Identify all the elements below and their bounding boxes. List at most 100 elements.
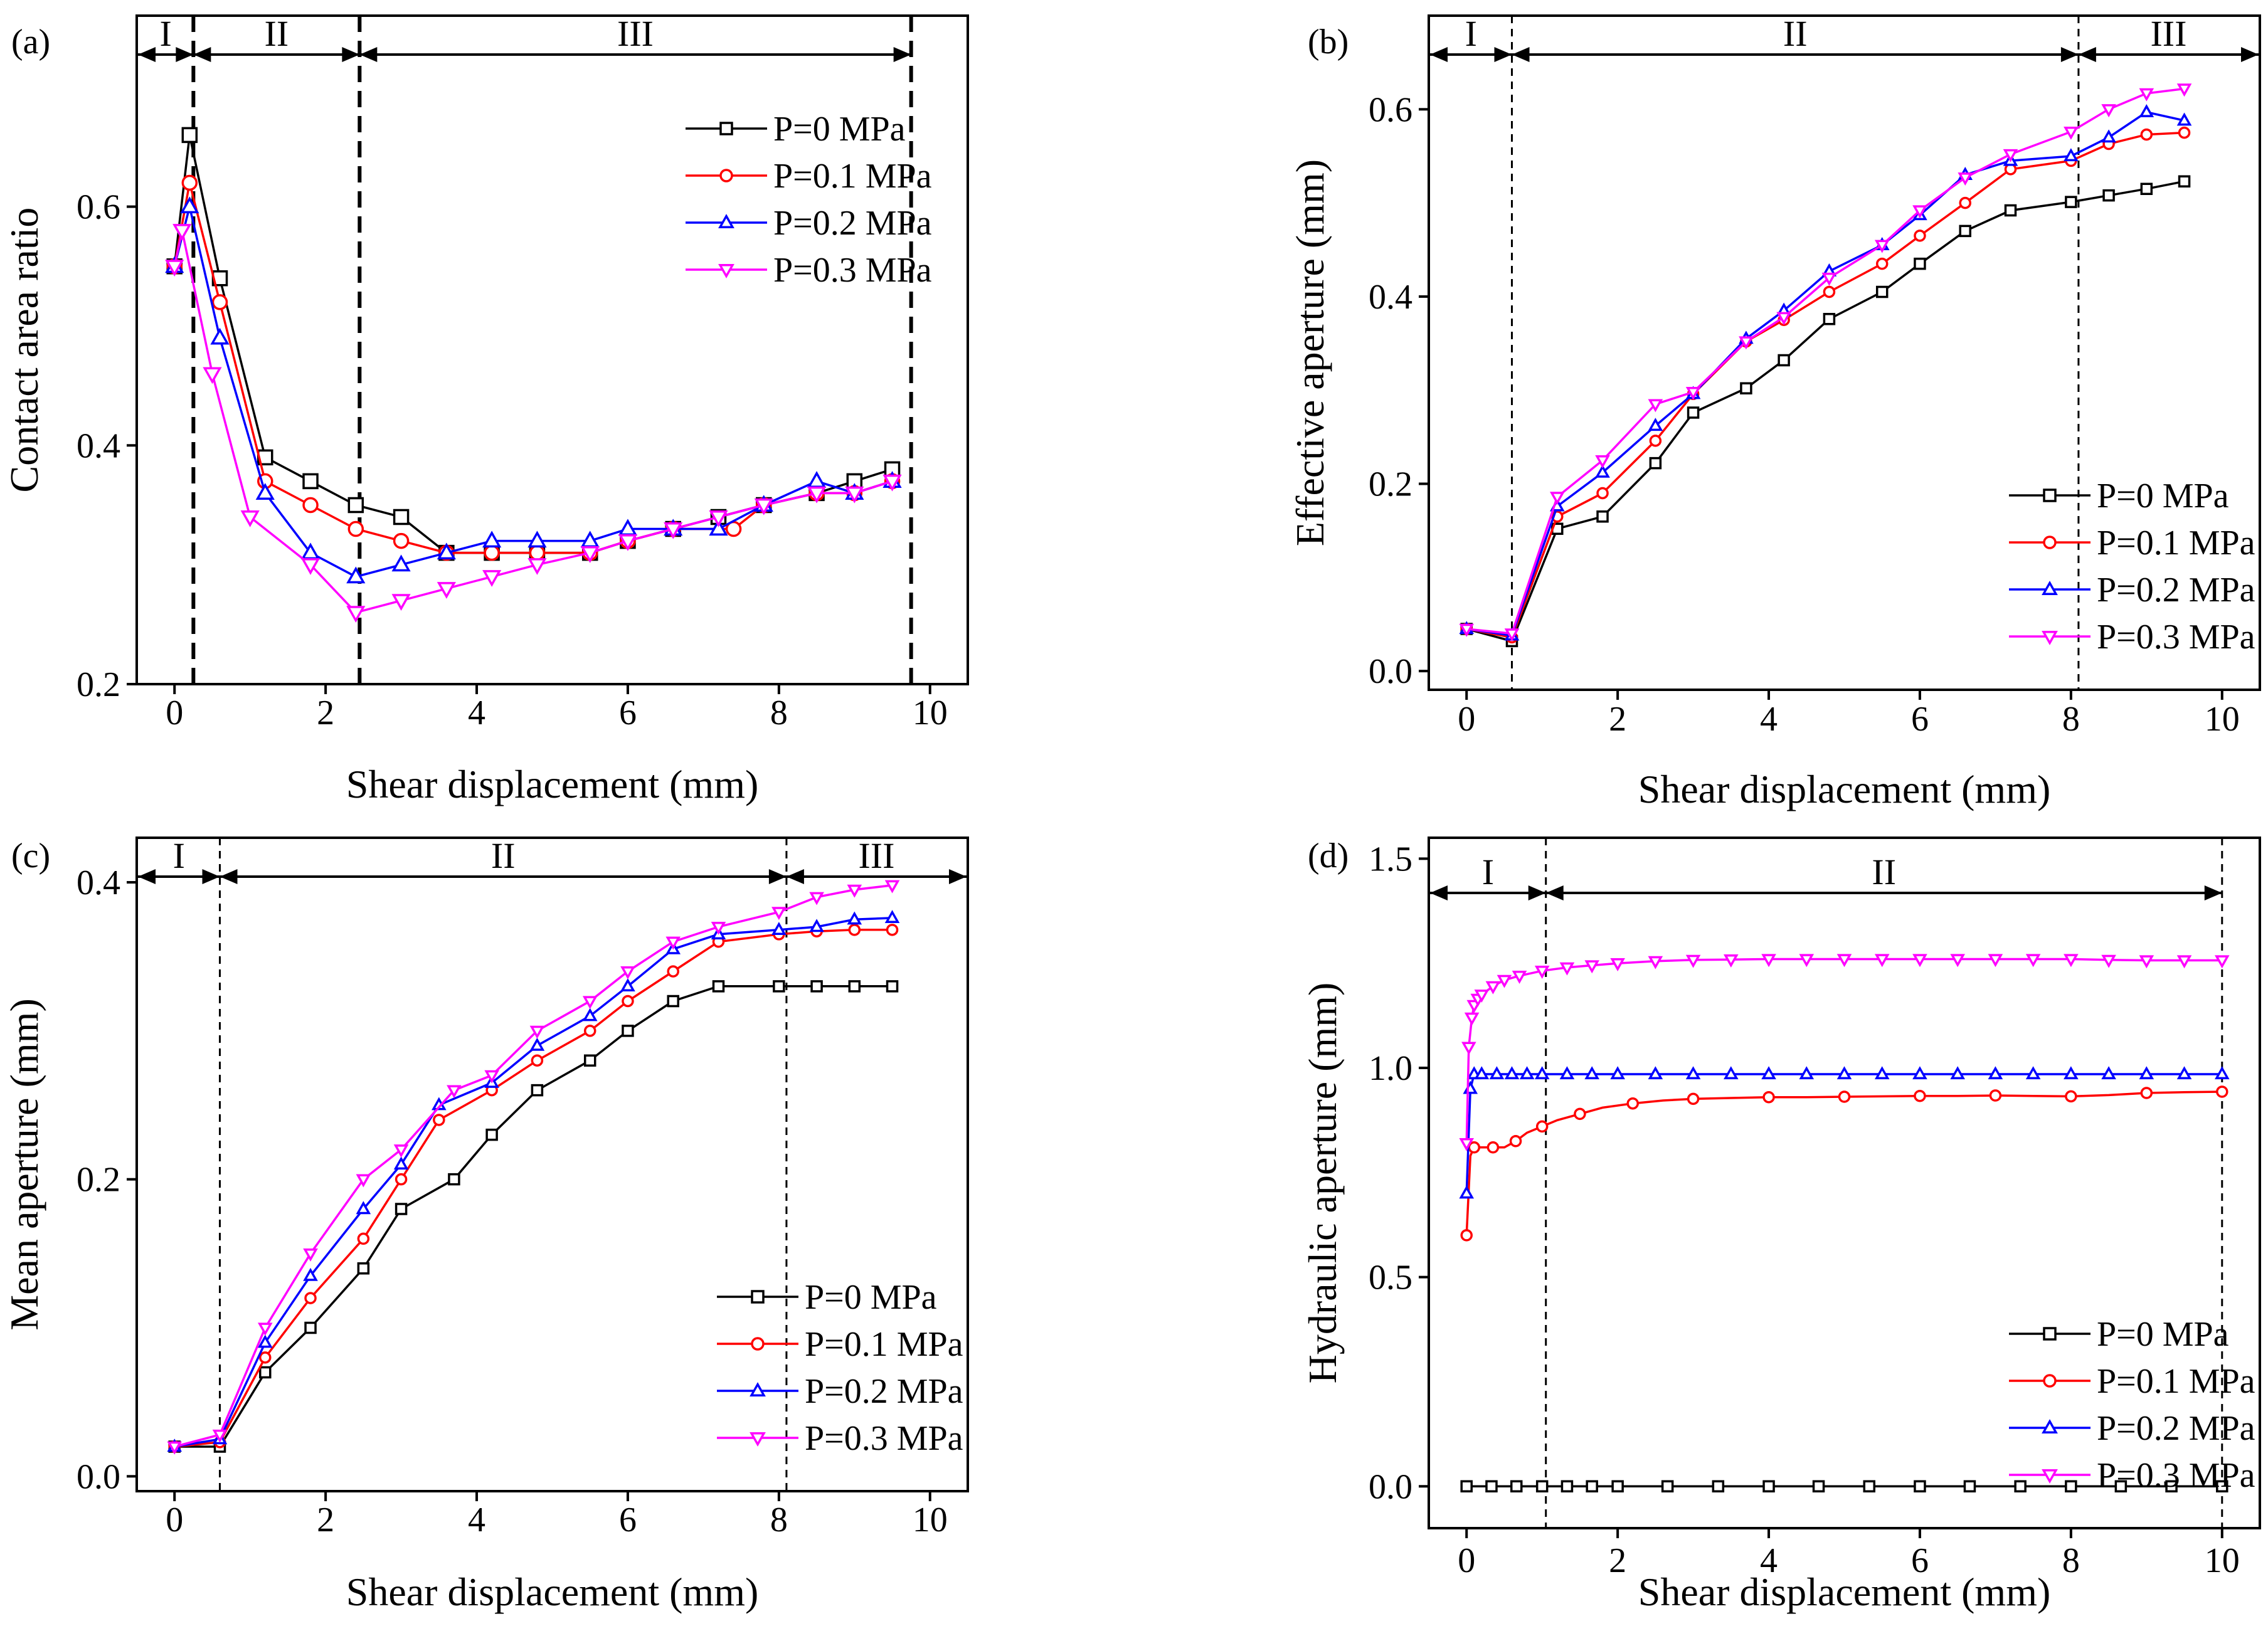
series-line — [1466, 131, 2185, 639]
region-arrowhead — [342, 47, 360, 62]
data-point — [1963, 1480, 1976, 1493]
data-point — [347, 497, 364, 514]
plot-frame — [135, 837, 969, 1492]
data-point — [1463, 1080, 1478, 1094]
data-point — [212, 1429, 228, 1443]
region-arrowhead — [2060, 47, 2079, 62]
region-label: II — [1783, 13, 1808, 54]
data-point — [582, 1008, 598, 1021]
region-arrowhead — [2204, 885, 2222, 900]
data-point — [1762, 1090, 1775, 1104]
data-point — [2140, 1087, 2153, 1099]
data-point — [2064, 954, 2079, 968]
data-point — [1464, 1012, 1480, 1026]
data-point — [395, 1203, 408, 1215]
legend-item: P=0.1 MPa — [2009, 524, 2255, 562]
data-point — [1761, 954, 1776, 968]
series-line — [174, 985, 893, 1448]
data-point — [809, 919, 824, 932]
panel-label: (d) — [1308, 837, 1349, 875]
region-label: I — [160, 13, 172, 54]
data-point — [356, 1201, 371, 1215]
legend-marker — [718, 264, 734, 278]
data-point — [622, 1025, 634, 1037]
chart-panel-3: 0 2 4 6 8 10 0.0 0.2 0.4 Shear displacement (mm) M… — [2, 835, 969, 1614]
legend-item: P=0.2 MPa — [717, 1372, 963, 1411]
data-point — [711, 921, 726, 935]
legend-label: P=0 MPa — [2097, 477, 2229, 515]
region-label: III — [2150, 13, 2186, 54]
data-point — [1762, 1480, 1775, 1493]
y-axis-title: Mean aperture (mm) — [2, 998, 46, 1331]
data-point — [180, 196, 199, 214]
data-point — [1459, 1137, 1475, 1151]
legend-marker — [2042, 1469, 2058, 1484]
region-arrowhead — [1528, 885, 1546, 900]
y-tick-label: 0.4 — [1369, 278, 1412, 317]
data-point — [1519, 1066, 1535, 1080]
data-point — [1648, 1066, 1663, 1080]
data-point — [433, 1114, 445, 1126]
legend-marker — [750, 1382, 766, 1396]
data-point — [667, 965, 679, 978]
region-label: II — [491, 835, 516, 876]
data-point — [848, 980, 861, 993]
data-point — [2004, 204, 2017, 217]
data-point — [167, 1441, 183, 1455]
y-axis-title: Hydraulic aperture (mm) — [1300, 983, 1345, 1384]
data-point — [1559, 962, 1575, 976]
chart-panel-1: 0 2 4 6 8 10 0.2 0.4 0.6 Shear displacement (mm) C… — [2, 13, 969, 806]
data-point — [1799, 954, 1815, 968]
data-point — [437, 542, 456, 560]
y-axis-title: Contact area ratio — [2, 208, 46, 493]
data-point — [1799, 1066, 1815, 1080]
region-arrowhead — [1512, 47, 1530, 62]
data-point — [2065, 196, 2077, 208]
data-point — [1912, 1066, 1927, 1080]
data-point — [709, 519, 728, 536]
legend-marker — [2043, 1327, 2057, 1341]
data-point — [712, 980, 725, 993]
series-line — [174, 917, 893, 1448]
series-3 — [1459, 104, 2192, 641]
legend-label: P=0.2 MPa — [2097, 571, 2255, 610]
data-point — [2214, 1066, 2230, 1080]
data-point — [255, 483, 275, 500]
data-point — [1761, 1066, 1776, 1080]
data-point — [529, 1037, 545, 1051]
data-point — [1687, 1092, 1700, 1106]
series-1 — [1460, 175, 2191, 648]
data-point — [2139, 104, 2154, 117]
data-point — [810, 980, 823, 993]
data-point — [1776, 312, 1791, 325]
data-point — [1486, 1141, 1500, 1154]
data-point — [848, 924, 861, 936]
series-line — [173, 206, 893, 578]
data-point — [618, 534, 638, 551]
legend: P=0 MPa P=0.1 MPa P=0.2 MPa P=0.3 MPa — [2009, 1315, 2255, 1495]
data-point — [2025, 1066, 2041, 1080]
region-arrowhead — [2078, 47, 2096, 62]
x-axis-title: Shear displacement (mm) — [1638, 767, 2051, 811]
legend-marker — [719, 122, 733, 135]
legend-label: P=0.3 MPa — [805, 1419, 963, 1458]
data-point — [172, 224, 192, 241]
series-1 — [168, 980, 899, 1453]
data-point — [1959, 196, 1971, 209]
region-arrowhead — [220, 869, 238, 884]
legend: P=0 MPa P=0.1 MPa P=0.2 MPa P=0.3 MPa — [2009, 477, 2255, 657]
data-point — [582, 996, 598, 1010]
region-label: III — [858, 835, 894, 876]
plot-frame — [1428, 14, 2261, 691]
region-arrowhead — [893, 47, 911, 62]
x-tick-label: 8 — [2062, 700, 2080, 739]
data-point — [1739, 336, 1754, 350]
data-point — [1461, 1042, 1476, 1055]
data-point — [303, 1248, 318, 1262]
x-tick-label: 6 — [619, 694, 637, 732]
data-point — [2101, 954, 2116, 968]
region-label: I — [1482, 852, 1494, 892]
data-point — [1821, 272, 1837, 286]
data-point — [2101, 1066, 2116, 1080]
data-point — [1535, 1480, 1549, 1493]
